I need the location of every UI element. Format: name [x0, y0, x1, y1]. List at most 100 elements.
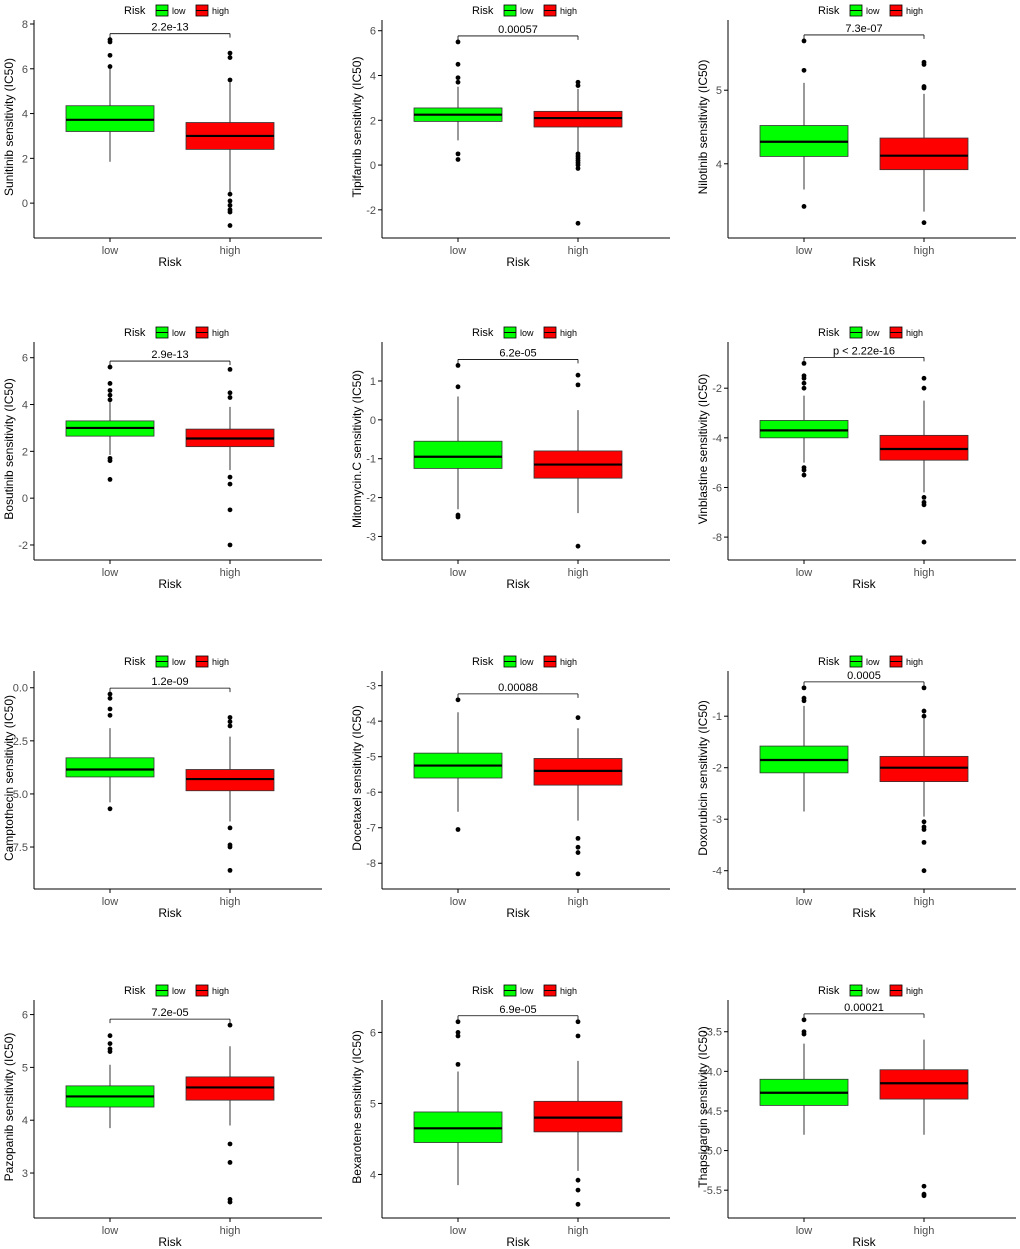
pvalue-bracket: 7.2e-05 [109, 1007, 231, 1024]
y-tick-label: 4 [370, 1169, 376, 1181]
legend: Risk low high [124, 655, 229, 668]
iqr-box[interactable] [65, 757, 155, 778]
box-high[interactable] [185, 1022, 275, 1205]
y-tick-label: 5 [716, 85, 722, 97]
y-axis-title: Nilotinib sensitivity (IC50) [696, 60, 710, 195]
iqr-box[interactable] [533, 110, 623, 128]
iqr-box[interactable] [879, 434, 969, 461]
legend-key-high: high [543, 4, 577, 17]
y-tick-label: -7.5 [9, 842, 28, 854]
box-low[interactable] [413, 363, 503, 520]
box-low[interactable] [413, 1019, 503, 1186]
y-tick-label: 4 [716, 159, 722, 171]
outlier-point [921, 685, 927, 691]
box-low[interactable] [413, 39, 503, 162]
box-low[interactable] [759, 1017, 849, 1135]
legend: Risk low high [124, 4, 229, 17]
legend-label-low: low [866, 986, 880, 996]
box-high[interactable] [185, 367, 275, 548]
outlier-point [801, 204, 807, 209]
box-high[interactable] [879, 59, 969, 226]
box-low[interactable] [759, 685, 849, 812]
box-low[interactable] [65, 1033, 155, 1129]
legend-key-high: high [195, 326, 229, 339]
legend-key-low: low [155, 4, 186, 17]
outlier-point [921, 839, 927, 845]
y-tick-label: -5.0 [9, 789, 28, 801]
legend-title: Risk [818, 5, 840, 17]
y-tick-label: -7 [366, 823, 376, 835]
legend-title: Risk [472, 985, 494, 997]
outlier-point [227, 390, 233, 396]
x-axis-title: Risk [506, 255, 530, 269]
outlier-point [801, 38, 807, 44]
y-tick-label: 0 [370, 160, 376, 172]
outlier-point [921, 502, 927, 508]
box-low[interactable] [759, 360, 849, 478]
box-high[interactable] [533, 1019, 623, 1207]
box-high[interactable] [879, 1039, 969, 1199]
box-high[interactable] [533, 715, 623, 877]
box-low[interactable] [413, 697, 503, 832]
legend-label-low: low [520, 6, 534, 16]
box-high[interactable] [185, 50, 275, 228]
y-axis-title: Vinblastine sensitivity (IC50) [696, 374, 710, 525]
outlier-point [921, 220, 927, 226]
outlier-point [455, 1061, 461, 1067]
box-low[interactable] [759, 38, 849, 209]
pvalue-label: 7.2e-05 [151, 1007, 188, 1019]
y-axis-title: Sunitinib sensitivity (IC50) [2, 58, 16, 196]
y-tick-label: -8 [712, 532, 722, 544]
box-high[interactable] [879, 375, 969, 545]
y-tick-label: 6 [22, 353, 28, 365]
outlier-point [107, 695, 113, 701]
y-tick-label: 0 [22, 493, 28, 505]
y-axis-title: Thapsigargin sensitivity (IC50) [696, 1026, 710, 1187]
box-high[interactable] [533, 372, 623, 549]
box-low[interactable] [65, 364, 155, 482]
box-low[interactable] [65, 691, 155, 812]
pvalue-bracket: 2.2e-13 [109, 22, 231, 38]
y-tick-label: 5 [370, 1098, 376, 1110]
outlier-point [227, 715, 233, 720]
box-high[interactable] [879, 685, 969, 874]
y-tick-label: -6 [712, 482, 722, 494]
y-tick-label: 2 [22, 153, 28, 165]
outlier-point [575, 382, 581, 388]
legend-title: Risk [472, 5, 494, 17]
legend-key-low: low [155, 984, 186, 997]
chart-panel: Risk low high -3 -2 -1 0 1 low high Risk Mitomycin.… [348, 322, 670, 591]
outlier-point [575, 850, 581, 855]
legend-key-high: high [543, 984, 577, 997]
outlier-point [227, 719, 233, 725]
outlier-point [921, 494, 927, 500]
x-tick-label-high: high [568, 245, 589, 257]
outlier-point [575, 715, 581, 721]
box-high[interactable] [533, 79, 623, 226]
legend-label-high: high [212, 328, 229, 338]
x-tick-label-low: low [102, 1225, 119, 1237]
y-axis-title: Doxorubicin sensitivity (IC50) [696, 700, 710, 855]
chart-panel: Risk low high -4 -3 -2 -1 low high Risk Doxorubici… [694, 651, 1016, 920]
outlier-point [227, 474, 233, 480]
legend-label-high: high [906, 6, 923, 16]
iqr-box[interactable] [65, 105, 155, 132]
outlier-point [575, 543, 581, 549]
outlier-point [921, 539, 927, 545]
x-tick-label-high: high [914, 896, 935, 908]
legend-label-high: high [906, 657, 923, 667]
iqr-box[interactable] [879, 755, 969, 783]
box-low[interactable] [65, 37, 155, 162]
box-high[interactable] [185, 715, 275, 873]
iqr-box[interactable] [879, 137, 969, 171]
iqr-box[interactable] [759, 420, 849, 439]
outlier-point [227, 507, 233, 513]
y-axis-title: Tipifarnib sensitivity (IC50) [350, 57, 364, 198]
iqr-box[interactable] [413, 440, 503, 469]
y-tick-label: 6 [22, 64, 28, 76]
pvalue-bracket: 7.3e-07 [803, 23, 925, 39]
y-tick-label: -5 [366, 752, 376, 764]
legend: Risk low high [472, 984, 577, 997]
legend: Risk low high [472, 655, 577, 668]
iqr-box[interactable] [879, 1069, 969, 1100]
